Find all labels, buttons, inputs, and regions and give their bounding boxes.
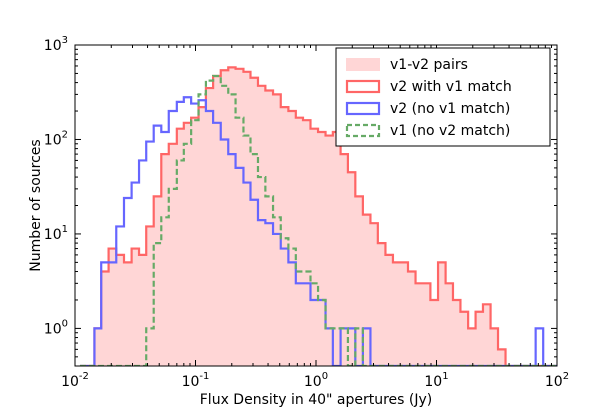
legend-label-v1-v2-pairs: v1-v2 pairs <box>390 57 468 73</box>
legend-label-v2-with-v1-match: v2 with v1 match <box>390 79 512 95</box>
series-v2-with-v1-match-line <box>79 66 557 366</box>
y-tick-label: 100 <box>44 318 68 337</box>
y-tick-label: 102 <box>44 129 68 148</box>
x-tick-label: 10-2 <box>61 371 89 390</box>
legend-swatch-v1-v2-pairs <box>346 58 380 71</box>
x-tick-label: 102 <box>545 371 569 390</box>
series-v1-no-v2-match-line <box>79 74 557 366</box>
x-axis-label: Flux Density in 40" apertures (Jy) <box>200 392 432 408</box>
legend-swatch-v2-no-v1-match <box>345 101 381 116</box>
y-tick-label: 103 <box>44 35 68 54</box>
x-tick-label: 10-1 <box>182 371 210 390</box>
series-v1-v2-pairs-area <box>79 67 557 366</box>
legend-swatch-v1-no-v2-match <box>345 123 381 138</box>
legend-swatch-v2-with-v1-match <box>345 79 381 94</box>
y-axis-label: Number of sources <box>28 139 44 271</box>
y-tick-label: 101 <box>44 224 68 243</box>
x-tick-label: 100 <box>304 371 328 390</box>
series-v2-no-v1-match-line <box>79 96 557 366</box>
legend-label-v2-no-v1-match: v2 (no v1 match) <box>390 101 510 117</box>
x-tick-label: 101 <box>424 371 448 390</box>
legend-label-v1-no-v2-match: v1 (no v2 match) <box>390 123 510 139</box>
